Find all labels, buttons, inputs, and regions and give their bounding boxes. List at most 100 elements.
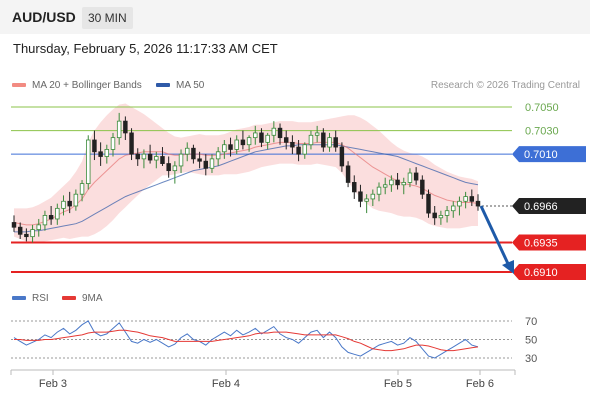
candle-body (296, 146, 301, 155)
x-tick-label: Feb 4 (212, 378, 240, 390)
candle (290, 135, 295, 155)
candle (123, 116, 128, 140)
timeframe-button[interactable]: 30 MIN (82, 7, 133, 29)
candle (469, 189, 475, 206)
candle-body (339, 146, 345, 167)
candle (24, 228, 29, 242)
candle (154, 151, 159, 169)
candle-body (451, 205, 456, 212)
candle (339, 142, 345, 172)
candle (432, 206, 437, 225)
candle (253, 125, 258, 145)
candle-body (321, 132, 326, 148)
candle (166, 156, 171, 178)
candle (240, 130, 246, 150)
candle (475, 194, 481, 211)
candle (426, 189, 431, 218)
candle-body (209, 158, 215, 169)
chart-datetime: Thursday, February 5, 2026 11:17:33 AM C… (13, 41, 278, 56)
candle (141, 149, 147, 169)
candle-body (17, 226, 23, 235)
candle-body (240, 139, 246, 146)
candle-body (67, 200, 72, 207)
candle (135, 148, 140, 166)
candle (79, 180, 85, 202)
candle (444, 206, 450, 223)
candle-body (61, 200, 66, 209)
legend-rsi-ma-swatch (62, 296, 76, 301)
candle-body (438, 215, 444, 219)
candle-body (389, 179, 394, 186)
candle-body (283, 137, 289, 143)
candle-body (141, 153, 147, 160)
candle-body (154, 156, 159, 161)
candle (30, 224, 35, 243)
candle-body (370, 193, 376, 200)
candle (327, 132, 332, 152)
level-tag-3 (512, 198, 586, 214)
rsi-level-label: 30 (525, 353, 537, 365)
legend-ma50-swatch (156, 83, 170, 88)
candle-body (104, 149, 110, 157)
candle-body (475, 200, 481, 207)
candle (67, 191, 72, 214)
candle (420, 175, 425, 199)
candle (401, 177, 406, 195)
candle (451, 201, 456, 218)
candle (376, 182, 382, 202)
candle-body (123, 120, 128, 134)
candle (209, 154, 215, 173)
candle-body (215, 151, 221, 160)
ma20-line (13, 141, 479, 226)
candle (98, 142, 103, 166)
candle-body (110, 137, 116, 150)
candle-body (135, 153, 140, 160)
candle-body (345, 165, 351, 183)
candle-body (191, 147, 196, 160)
candle-body (290, 141, 295, 148)
forecast-arrow-head (502, 260, 514, 274)
candle (61, 195, 66, 216)
rsi-level-label: 50 (525, 335, 537, 347)
level-label-1: 0.7030 (525, 126, 559, 138)
candle-body (426, 193, 431, 214)
candle-body (352, 182, 357, 193)
candle-body (327, 137, 332, 148)
candle (364, 194, 369, 214)
candle-body (129, 132, 134, 155)
candle-body (253, 132, 258, 139)
candle-body (407, 172, 413, 183)
ma50-line (14, 144, 479, 233)
candle-body (432, 212, 437, 219)
level-label-3: 0.6966 (524, 201, 558, 213)
candle-body (246, 137, 252, 146)
rsi-ma-line (14, 329, 479, 352)
candle (352, 175, 357, 199)
candle-body (457, 200, 462, 207)
candle (438, 210, 444, 225)
candle (42, 210, 48, 231)
candle (147, 144, 153, 164)
candle (395, 173, 400, 190)
candle-body (116, 120, 122, 139)
candle-body (302, 144, 308, 155)
legend-rsi-ma: 9MA (62, 293, 103, 305)
candle-body (79, 183, 85, 195)
candle-body (271, 127, 277, 136)
level-label-5: 0.6910 (524, 267, 558, 279)
x-tick-label: Feb 6 (466, 378, 494, 390)
candle-body (86, 139, 91, 185)
candle-body (55, 207, 60, 220)
candle (191, 144, 196, 164)
chart-credit: Research © 2026 Trading Central (430, 80, 580, 91)
candle-body (166, 163, 171, 172)
candle-body (382, 184, 388, 188)
candle (382, 177, 388, 195)
candle (17, 222, 23, 239)
candle-body (277, 127, 283, 139)
candle (358, 184, 363, 208)
level-tag-2 (512, 146, 586, 163)
legend-rsi-ma-label: 9MA (82, 293, 103, 304)
candle (203, 154, 209, 176)
legend-ma50: MA 50 (156, 80, 204, 92)
